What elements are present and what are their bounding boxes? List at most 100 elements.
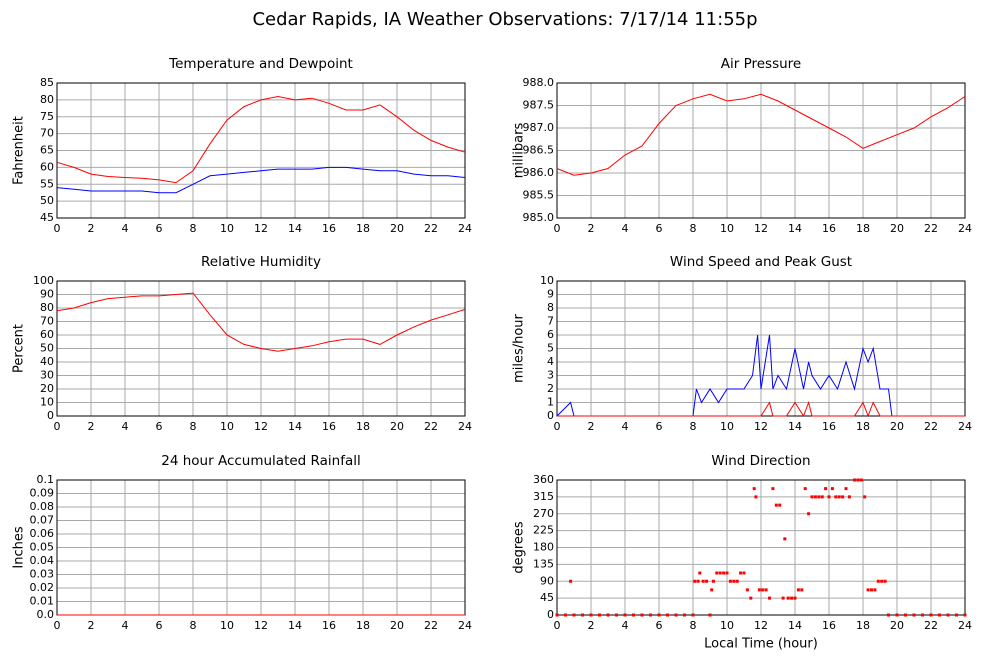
x-tick-label: 6 <box>156 420 163 433</box>
data-point <box>880 579 884 583</box>
x-tick-label: 10 <box>720 619 734 632</box>
y-tick-label: 3 <box>547 369 554 382</box>
x-tick-label: 18 <box>856 420 870 433</box>
data-point <box>745 588 749 592</box>
data-point <box>895 613 899 617</box>
data-point <box>946 613 950 617</box>
y-tick-label: 20 <box>40 382 54 395</box>
x-tick-label: 18 <box>856 619 870 632</box>
data-point <box>963 613 967 617</box>
x-tick-label: 14 <box>288 222 302 235</box>
x-tick-label: 20 <box>390 619 404 632</box>
x-tick-label: 4 <box>622 619 629 632</box>
x-tick-label: 16 <box>322 222 336 235</box>
data-point <box>564 613 567 617</box>
y-tick-label: 6 <box>547 328 554 341</box>
data-line <box>56 95 466 184</box>
data-point <box>732 579 736 583</box>
x-tick-label: 22 <box>424 222 438 235</box>
y-tick-label: 60 <box>40 160 54 173</box>
x-tick-label: 2 <box>88 420 95 433</box>
data-point <box>837 495 841 499</box>
data-point <box>873 588 877 592</box>
x-tick-label: 10 <box>720 222 734 235</box>
y-tick-label: 45 <box>40 211 54 224</box>
data-line <box>556 334 965 417</box>
panel-title: Wind Speed and Peak Gust <box>670 254 852 270</box>
x-tick-label: 0 <box>54 619 61 632</box>
data-point <box>856 478 860 482</box>
y-axis-label: degrees <box>512 521 527 574</box>
y-tick-label: 0.01 <box>30 595 55 608</box>
x-tick-label: 4 <box>622 222 629 235</box>
y-tick-label: 30 <box>40 369 54 382</box>
x-tick-label: 10 <box>220 222 234 235</box>
y-tick-label: 0.09 <box>30 487 55 500</box>
x-tick-label: 0 <box>554 619 561 632</box>
y-tick-label: 4 <box>547 355 554 368</box>
x-tick-label: 4 <box>122 619 129 632</box>
y-tick-label: 65 <box>40 144 54 157</box>
x-tick-label: 12 <box>254 222 268 235</box>
data-point <box>870 588 873 592</box>
y-tick-label: 60 <box>40 328 54 341</box>
data-point <box>710 588 714 592</box>
data-point <box>866 588 870 592</box>
y-tick-label: 50 <box>40 342 54 355</box>
x-tick-label: 14 <box>788 420 802 433</box>
y-tick-label: 1 <box>547 396 554 409</box>
x-tick-label: 0 <box>54 222 61 235</box>
data-point <box>820 495 824 499</box>
y-axis-label: Fahrenheit <box>12 116 27 185</box>
y-tick-label: 85 <box>40 76 54 89</box>
data-line <box>56 292 466 352</box>
data-point <box>749 596 753 600</box>
data-point <box>803 487 807 491</box>
data-point <box>761 588 765 592</box>
data-point <box>807 512 811 516</box>
x-tick-label: 22 <box>424 420 438 433</box>
data-point <box>742 571 746 575</box>
y-tick-label: 315 <box>533 490 554 503</box>
y-tick-label: 10 <box>40 396 54 409</box>
x-tick-label: 8 <box>690 619 697 632</box>
y-tick-label: 988.0 <box>523 76 555 89</box>
data-point <box>683 613 686 617</box>
data-point <box>844 487 848 491</box>
data-point <box>598 613 601 617</box>
x-tick-label: 22 <box>424 619 438 632</box>
y-tick-label: 0 <box>547 608 554 621</box>
panel-title: Wind Direction <box>711 453 810 469</box>
x-tick-label: 8 <box>690 420 697 433</box>
y-tick-label: 0.04 <box>30 554 55 567</box>
x-tick-label: 6 <box>656 222 663 235</box>
x-tick-label: 2 <box>588 222 595 235</box>
data-point <box>649 613 652 617</box>
y-tick-label: 40 <box>40 355 54 368</box>
y-tick-label: 2 <box>547 382 554 395</box>
x-tick-label: 0 <box>554 420 561 433</box>
x-tick-label: 20 <box>890 222 904 235</box>
data-point <box>589 613 593 617</box>
x-tick-label: 24 <box>958 222 972 235</box>
data-point <box>781 596 785 600</box>
x-tick-label: 12 <box>754 420 768 433</box>
data-point <box>853 478 856 482</box>
y-tick-label: 80 <box>40 93 54 106</box>
y-tick-label: 225 <box>533 524 554 537</box>
data-point <box>817 495 821 499</box>
x-tick-label: 16 <box>822 619 836 632</box>
data-point <box>705 579 709 583</box>
x-tick-label: 20 <box>390 420 404 433</box>
x-tick-label: 10 <box>720 420 734 433</box>
data-point <box>696 579 700 583</box>
data-point <box>674 613 678 617</box>
data-line <box>56 166 466 194</box>
data-point <box>757 588 761 592</box>
x-tick-label: 8 <box>190 222 197 235</box>
x-tick-label: 12 <box>254 420 268 433</box>
y-tick-label: 0.03 <box>30 568 55 581</box>
data-point <box>796 588 800 592</box>
x-tick-label: 20 <box>390 222 404 235</box>
